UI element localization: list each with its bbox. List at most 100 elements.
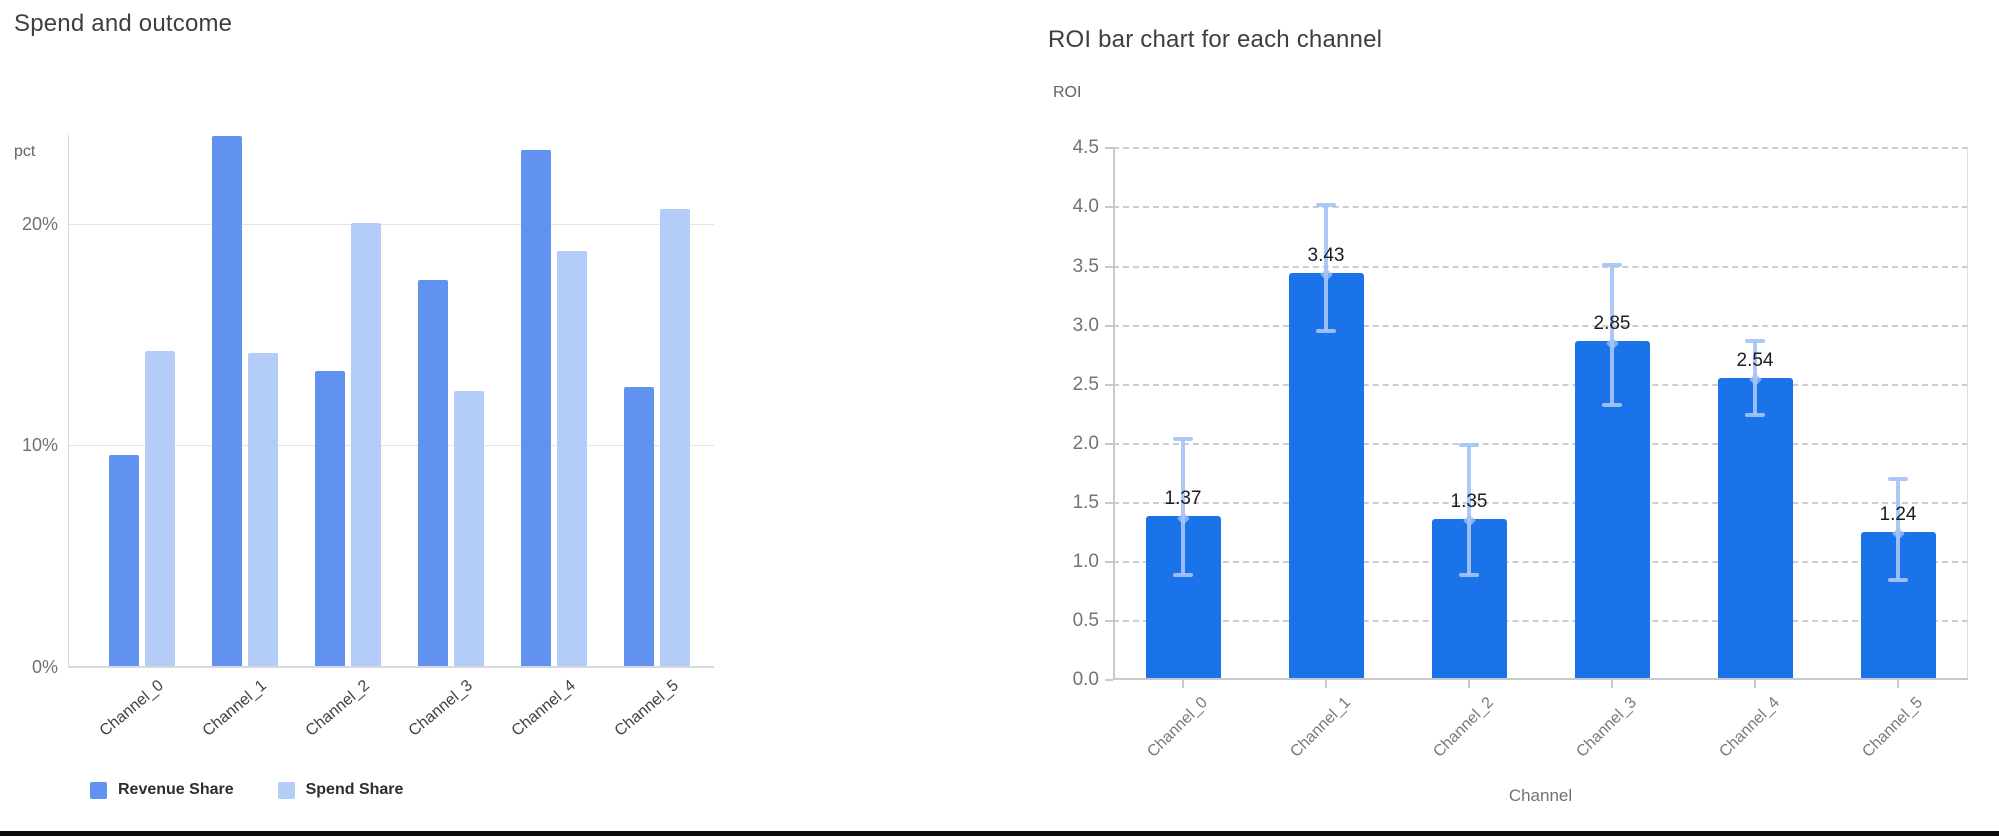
gridline-1.0 (1113, 560, 1968, 563)
legend-swatch-spend-share (277, 781, 295, 799)
y-tick-mark-0.0 (1105, 679, 1113, 681)
y-tick-label-2.5: 2.5 (1072, 373, 1099, 395)
y-tick-label-0.0: 0.0 (1072, 669, 1099, 690)
y-tick-label-3.5: 3.5 (1072, 255, 1099, 277)
bar-revenue-share-channel-0[interactable] (109, 455, 139, 666)
bar-value-label-channel-1: 3.43 (1307, 244, 1345, 266)
bar-value-label-channel-0: 1.37 (1164, 488, 1202, 510)
error-cap-top-channel-5 (1888, 477, 1908, 482)
y-tick-label-1.0: 1.0 (1072, 550, 1099, 572)
legend-item-spend-share[interactable]: Spend Share (277, 781, 404, 799)
y-tick-mark-2.0 (1105, 442, 1113, 445)
bar-spend-share-channel-4[interactable] (557, 251, 587, 666)
bar-revenue-share-channel-3[interactable] (418, 280, 448, 666)
y-axis-line (68, 135, 69, 667)
bar-value-label-channel-5: 1.24 (1879, 503, 1917, 525)
gridline-0% (68, 666, 714, 668)
gridline-1.5 (1113, 501, 1968, 504)
error-cap-top-channel-1 (1316, 203, 1336, 208)
gridline-10% (68, 445, 714, 447)
spend-outcome-legend: Revenue Share Spend Share (90, 781, 403, 799)
legend-item-revenue-share[interactable]: Revenue Share (90, 781, 234, 799)
y-tick-label-20%: 20% (21, 213, 58, 234)
legend-label-spend-share: Spend Share (305, 781, 404, 798)
x-tick-label-channel-2: Channel_2 (1430, 694, 1498, 761)
y-tick-label-0.5: 0.5 (1072, 609, 1099, 631)
x-tick-label-channel-3: Channel_3 (1573, 694, 1641, 761)
y-tick-mark-2.5 (1105, 383, 1113, 386)
bar-revenue-share-channel-1[interactable] (212, 136, 242, 666)
spend-outcome-title: Spend and outcome (14, 10, 233, 37)
bar-spend-share-channel-3[interactable] (454, 391, 484, 666)
bar-roi-channel-1[interactable] (1289, 272, 1364, 678)
x-tick-mark-channel-1 (1325, 680, 1327, 688)
bar-spend-share-channel-0[interactable] (145, 351, 175, 666)
x-tick-mark-channel-4 (1754, 680, 1756, 688)
error-bar-channel-2 (1467, 444, 1471, 575)
y-tick-label-4.5: 4.5 (1072, 137, 1099, 159)
x-axis-line (1113, 678, 1968, 680)
gridline-4.0 (1113, 206, 1968, 209)
roi-x-axis-title: Channel (1508, 786, 1573, 805)
y-axis-line (1113, 148, 1115, 680)
error-cap-bottom-channel-0 (1173, 572, 1193, 577)
bar-value-label-channel-4: 2.54 (1736, 349, 1774, 371)
plot-right-border (1967, 148, 1968, 680)
roi-plot-area: 0.0 0.5 1.0 1.5 2.0 2.5 3.0 3.5 4.0 4.5 1.37 Channe… (1073, 138, 1968, 761)
error-cap-top-channel-0 (1173, 437, 1193, 441)
x-tick-mark-channel-0 (1182, 680, 1184, 688)
x-tick-label-channel-0: Channel_0 (96, 677, 167, 740)
x-tick-label-channel-0: Channel_0 (1144, 694, 1212, 761)
spend-outcome-y-axis-unit: pct (14, 143, 36, 160)
error-cap-bottom-channel-4 (1745, 413, 1765, 418)
x-tick-mark-channel-2 (1468, 680, 1470, 688)
error-cap-bottom-channel-5 (1888, 577, 1908, 582)
bar-value-label-channel-2: 1.35 (1450, 490, 1488, 512)
error-cap-bottom-channel-3 (1602, 402, 1622, 407)
y-tick-label-1.5: 1.5 (1072, 491, 1099, 513)
x-tick-mark-channel-3 (1611, 680, 1613, 688)
x-tick-label-channel-1: Channel_1 (199, 677, 270, 740)
y-tick-mark-3.0 (1105, 324, 1113, 327)
x-tick-label-channel-4: Channel_4 (508, 677, 579, 740)
y-tick-mark-1.5 (1105, 501, 1113, 504)
x-tick-label-channel-3: Channel_3 (405, 677, 476, 740)
bar-spend-share-channel-5[interactable] (660, 209, 690, 666)
gridline-2.5 (1113, 383, 1968, 386)
x-tick-label-channel-1: Channel_1 (1287, 694, 1355, 761)
x-tick-mark-channel-5 (1897, 680, 1899, 688)
gridline-3.0 (1113, 324, 1968, 327)
error-cap-top-channel-4 (1745, 338, 1765, 343)
bar-revenue-share-channel-4[interactable] (521, 149, 551, 666)
y-tick-label-2.0: 2.0 (1072, 432, 1099, 454)
bar-revenue-share-channel-2[interactable] (315, 371, 345, 666)
y-tick-label-10%: 10% (21, 435, 58, 456)
error-bar-channel-3 (1610, 265, 1614, 405)
bar-roi-channel-4[interactable] (1718, 377, 1793, 678)
y-tick-label-4.0: 4.0 (1072, 196, 1099, 218)
error-cap-top-channel-2 (1459, 442, 1479, 447)
error-cap-top-channel-3 (1602, 263, 1622, 268)
gridline-0.5 (1113, 619, 1968, 622)
y-tick-mark-3.5 (1105, 265, 1113, 268)
x-tick-label-channel-5: Channel_5 (1859, 694, 1927, 761)
y-tick-label-3.0: 3.0 (1072, 314, 1099, 336)
bar-spend-share-channel-1[interactable] (248, 353, 278, 666)
error-bar-channel-1 (1324, 205, 1328, 332)
y-tick-mark-0.5 (1105, 619, 1113, 622)
bar-revenue-share-channel-5[interactable] (624, 386, 654, 666)
x-tick-label-channel-2: Channel_2 (302, 677, 373, 740)
y-tick-label-0%: 0% (31, 657, 58, 677)
legend-label-revenue-share: Revenue Share (118, 781, 234, 798)
error-cap-bottom-channel-1 (1316, 329, 1336, 334)
gridline-4.5 (1113, 147, 1968, 150)
error-bar-channel-0 (1181, 439, 1185, 575)
legend-swatch-revenue-share (90, 781, 107, 799)
gridline-20% (68, 223, 714, 225)
x-tick-label-channel-5: Channel_5 (611, 677, 682, 740)
roi-y-axis-unit: ROI (1053, 84, 1082, 101)
y-tick-mark-4.0 (1105, 206, 1113, 209)
bar-spend-share-channel-2[interactable] (351, 222, 381, 666)
y-tick-mark-4.5 (1105, 147, 1113, 150)
